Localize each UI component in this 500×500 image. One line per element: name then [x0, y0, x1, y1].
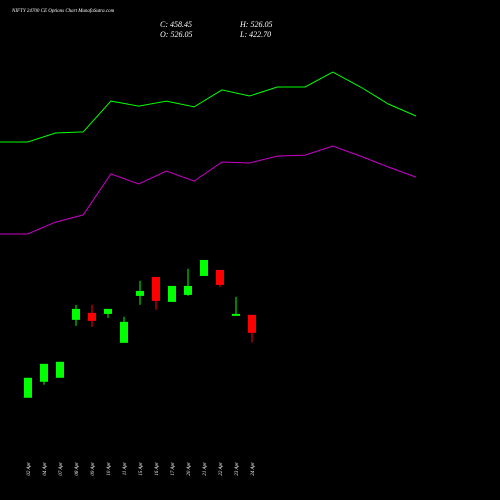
candle-body — [152, 276, 160, 301]
ohlc-label: L: 422.70 — [239, 30, 271, 39]
x-tick-label: 23 Apr — [235, 462, 240, 476]
candle-body — [120, 321, 128, 343]
x-tick-label: 02 Apr — [27, 462, 32, 476]
candle-body — [200, 259, 208, 276]
x-tick-label: 24 Apr — [251, 462, 256, 476]
candle-body — [136, 290, 144, 296]
x-tick-label: 15 Apr — [139, 462, 144, 476]
x-tick-label: 09 Apr — [91, 462, 96, 476]
ohlc-label: O: 526.05 — [160, 30, 192, 39]
x-tick-label: 04 Apr — [43, 462, 48, 476]
x-tick-label: 16 Apr — [155, 462, 160, 476]
candle-body — [216, 269, 224, 285]
x-tick-label: 07 Apr — [59, 462, 64, 476]
candle-body — [56, 361, 64, 378]
candle-body — [104, 308, 112, 314]
x-tick-label: 21 Apr — [203, 462, 208, 476]
ohlc-label: H: 526.05 — [239, 20, 272, 29]
candle-body — [248, 314, 256, 333]
candle-body — [24, 377, 32, 398]
candle-body — [72, 308, 80, 320]
indicator-line — [0, 71, 417, 143]
x-tick-label: 17 Apr — [171, 462, 176, 476]
x-tick-label: 20 Apr — [187, 462, 192, 476]
x-tick-label: 11 Apr — [123, 462, 128, 475]
candle-body — [232, 313, 240, 316]
candle-body — [88, 312, 96, 321]
x-tick-label: 08 Apr — [75, 462, 80, 476]
candle-body — [184, 285, 192, 295]
x-tick-label: 22 Apr — [219, 462, 224, 476]
x-tick-label: 10 Apr — [107, 462, 112, 476]
candle-body — [168, 285, 176, 302]
indicator-line — [0, 145, 417, 235]
chart-title: NIFTY 24700 CE Options Chart MunafaSutra… — [11, 9, 115, 14]
ohlc-label: C: 458.45 — [160, 20, 192, 29]
candle-body — [40, 363, 48, 382]
